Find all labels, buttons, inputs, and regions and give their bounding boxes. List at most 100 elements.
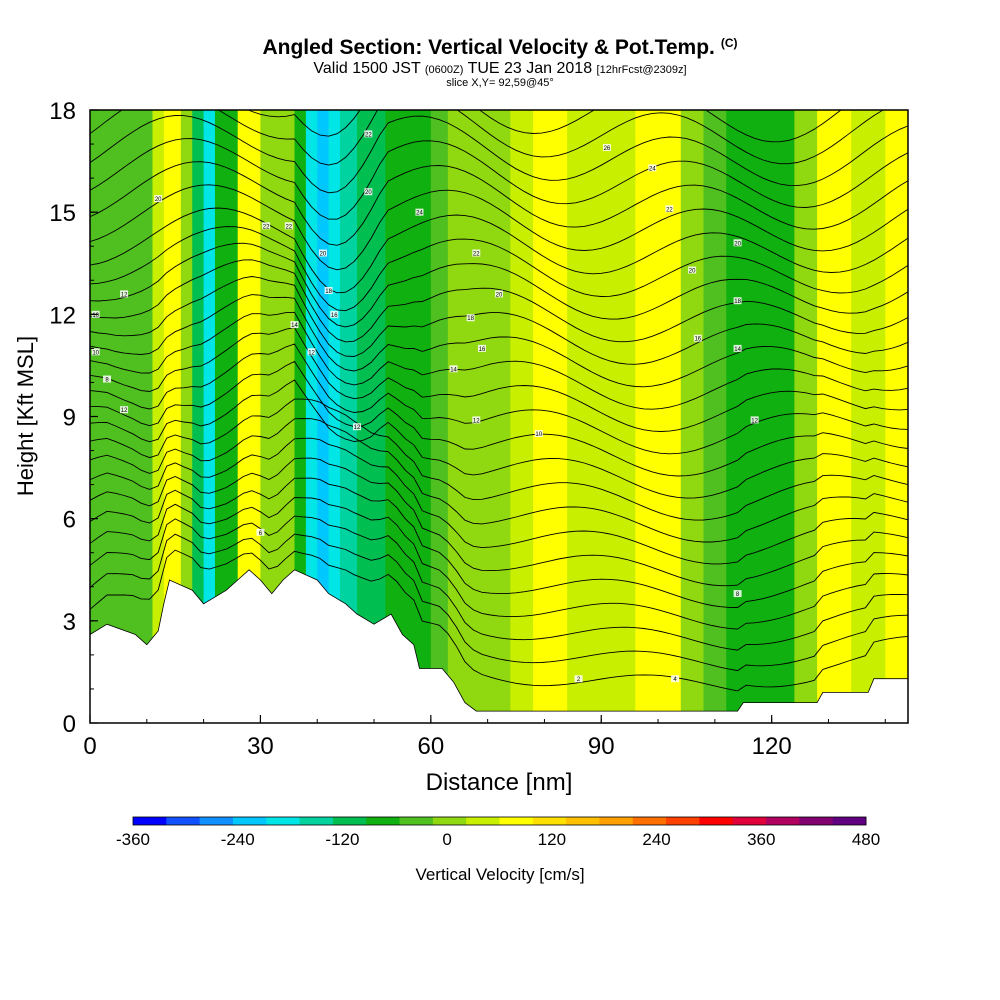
isentrope-label: 16 — [477, 344, 486, 353]
isentrope-line — [90, 242, 908, 328]
isentrope-label: 12 — [120, 290, 129, 298]
isentrope-line — [90, 533, 908, 672]
isentrope-label-text: 20 — [689, 269, 696, 275]
colorbar-swatch — [332, 817, 367, 825]
isentrope-label: 22 — [284, 222, 293, 230]
velocity-band — [163, 110, 182, 723]
velocity-band — [658, 110, 682, 723]
isentrope-label-text: 18 — [734, 299, 741, 305]
colorbar-swatch — [599, 817, 634, 825]
velocity-band — [152, 110, 165, 723]
isentrope-label-text: 12 — [354, 425, 361, 431]
velocity-band — [885, 110, 908, 723]
velocity-band — [277, 110, 296, 723]
isentrope-label-text: 8 — [105, 378, 109, 384]
isentrope-label-text: 10 — [92, 313, 99, 319]
isentrope-label: 20 — [688, 266, 697, 275]
isentrope-line — [90, 327, 908, 432]
colorbar-tick-label: 480 — [852, 830, 880, 849]
x-axis-label: Distance [nm] — [426, 769, 573, 796]
isentrope-label-text: 18 — [467, 316, 474, 322]
isentrope-label-text: 26 — [604, 146, 611, 152]
isentrope-label: 16 — [693, 334, 702, 343]
y-tick-label: 3 — [63, 609, 76, 636]
isentrope-label: 22 — [665, 205, 674, 213]
isentrope-line — [90, 477, 908, 608]
colorbar-tick-label: 120 — [538, 830, 566, 849]
chart-title-text: Angled Section: Vertical Velocity & Pot.… — [262, 36, 715, 59]
isentrope-label: 14 — [290, 321, 299, 329]
isentrope-line — [90, 311, 908, 410]
isentrope-label-text: 20 — [496, 292, 503, 298]
colorbar-swatch — [499, 817, 534, 825]
isentrope-label-text: 10 — [92, 350, 99, 356]
isentrope-label: 12 — [120, 406, 129, 414]
colorbar-frame — [132, 816, 867, 826]
colorbar: -360 -240 -120 0 120 240 360 480 — [116, 816, 880, 849]
isentrope-label-bg — [330, 310, 339, 318]
y-tick-label: 15 — [49, 200, 76, 227]
isentrope-label-bg — [91, 348, 100, 356]
isentrope-label-text: 20 — [734, 241, 741, 247]
isentrope-label: 18 — [466, 314, 475, 322]
colorbar-tick-label: 0 — [442, 830, 451, 849]
isentrope-label: 16 — [330, 310, 339, 319]
isentrope-label-bg — [733, 590, 742, 598]
isentrope-label: 22 — [472, 249, 481, 258]
isentrope-label-text: 24 — [416, 211, 423, 217]
colorbar-swatch — [366, 817, 400, 825]
isentrope-label-bg — [671, 675, 680, 683]
isentrope-label-text: 18 — [325, 289, 332, 295]
isentrope-label-bg — [103, 375, 112, 383]
isentrope-line — [90, 360, 908, 477]
isentrope-label-text: 4 — [673, 677, 677, 683]
isentrope-label-bg — [262, 222, 271, 230]
isentrope-lines — [90, 110, 908, 692]
isentrope-line — [90, 259, 908, 343]
isentrope-label-text: 12 — [751, 418, 758, 424]
colorbar-swatch — [699, 817, 734, 825]
isentrope-line — [90, 294, 908, 388]
isentrope-label-bg — [495, 290, 503, 298]
isentrope-label-text: 14 — [734, 347, 741, 353]
isentrope-label: 12 — [352, 423, 361, 431]
isentrope-label-text: 12 — [121, 292, 128, 298]
isentrope-label: 14 — [449, 365, 458, 373]
colorbar-tick-label: -240 — [221, 830, 255, 849]
isentrope-label: 12 — [750, 416, 759, 424]
isentrope-label-bg — [574, 675, 583, 683]
isentrope-label: 12 — [307, 348, 316, 356]
chart-title-unit: (C) — [720, 36, 738, 50]
isentrope-label-bg — [290, 321, 299, 329]
velocity-band — [328, 110, 341, 723]
valid-prefix: Valid 1500 JST — [313, 60, 421, 77]
isentrope-label: 12 — [472, 416, 481, 424]
isentrope-label-bg — [477, 344, 486, 352]
isentrope-label-bg — [733, 239, 742, 247]
isentrope-line — [90, 207, 908, 294]
isentrope-line — [90, 379, 908, 499]
isentrope-label-bg — [449, 365, 458, 373]
y-tick-label: 12 — [49, 302, 76, 329]
isentrope-label-bg — [284, 222, 293, 230]
colorbar-swatch — [832, 817, 867, 825]
isentrope-label-text: 16 — [331, 313, 338, 319]
isentrope-label-text: 2 — [577, 677, 581, 683]
velocity-band — [794, 110, 818, 723]
isentrope-label-bg — [415, 208, 424, 216]
colorbar-swatch — [266, 817, 300, 825]
colorbar-swatch — [466, 817, 500, 825]
velocity-band — [356, 110, 375, 723]
isentrope-label: 20 — [364, 188, 373, 196]
isentrope-line — [90, 184, 908, 271]
isentrope-label-text: 22 — [473, 252, 480, 258]
valid-zulu: (0600Z) — [424, 64, 464, 76]
isentrope-line — [90, 418, 908, 543]
velocity-band — [533, 110, 551, 723]
isentrope-label: 18 — [733, 297, 742, 305]
colorbar-swatch — [566, 817, 600, 825]
isentrope-label: 20 — [318, 249, 327, 258]
velocity-band — [317, 110, 330, 723]
velocity-band — [90, 110, 114, 723]
colorbar-tick-label: 360 — [747, 830, 775, 849]
